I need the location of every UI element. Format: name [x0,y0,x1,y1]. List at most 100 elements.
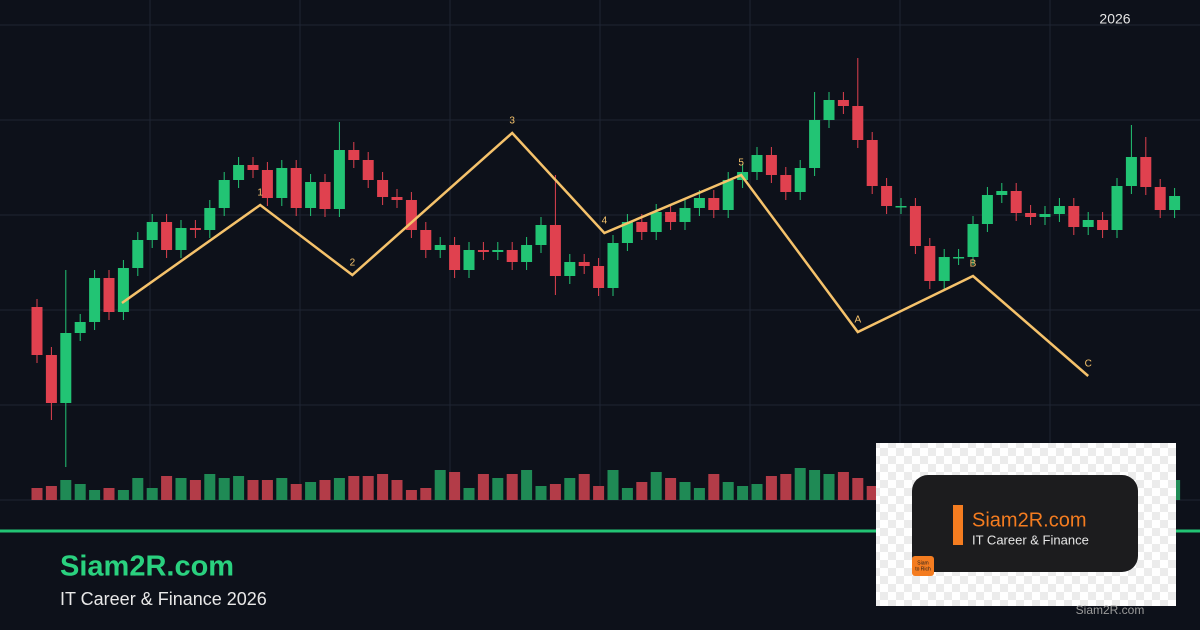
candle-body [693,198,705,208]
volume-bar [578,474,590,500]
candle-body [665,212,677,222]
candle-body [521,245,533,262]
candle-body [938,257,950,281]
candle-body [247,165,259,170]
candle-body [1053,206,1065,214]
volume-bar [751,484,763,500]
candle-body [1039,214,1051,217]
volume-bar [607,470,619,500]
candle-body [146,222,158,240]
candle-body [593,266,605,288]
candle-body [1111,186,1123,230]
volume-bar [146,488,158,500]
year-label: 2026 [1099,11,1130,27]
volume-bar [218,478,230,500]
candle-body [362,160,374,180]
candle-body [405,200,417,230]
candle-body [780,175,792,192]
volume-bar [74,484,86,500]
candle-body [477,250,489,252]
candle-body [1125,157,1137,186]
candle-body [175,228,187,250]
volume-bar [794,468,806,500]
candle-body [852,106,864,140]
badge-text: Siam [917,560,928,566]
volume-bar [305,482,317,500]
volume-bar [31,488,43,500]
logo-box [912,475,1138,572]
volume-bar [866,486,878,500]
volume-bar [233,476,245,500]
candle-body [161,222,173,250]
candle-body [1082,220,1094,227]
volume-bar [823,474,835,500]
volume-bar [564,478,576,500]
volume-bar [837,472,849,500]
candle-body [506,250,518,262]
volume-bar [809,470,821,500]
logo-card: Siam2R.com IT Career & Finance Siam to R… [876,443,1176,617]
volume-bar [290,484,302,500]
volume-bar [261,480,273,500]
candle-body [967,224,979,257]
candle-body [866,140,878,186]
wave-label: C [1085,359,1092,370]
candle-body [319,182,331,209]
candle-body [1097,220,1109,230]
volume-bar [103,488,115,500]
volume-bar [636,482,648,500]
volume-bar [276,478,288,500]
candle-body [924,246,936,281]
volume-bar [89,490,101,500]
volume-bar [506,474,518,500]
candle-body [449,245,461,270]
candle-body [463,250,475,270]
volume-bar [333,478,345,500]
candle-body [31,307,43,355]
candle-body [132,240,144,268]
volume-bar [693,488,705,500]
volume-bar [420,488,432,500]
volume-bar [189,480,201,500]
candle-body [535,225,547,245]
candle-body [578,262,590,266]
candle-body [621,222,633,243]
candle-body [305,182,317,208]
candle-body [881,186,893,206]
volume-bar [362,476,374,500]
candle-body [391,197,403,200]
volume-bar [492,478,504,500]
volume-bar [535,486,547,500]
candle-body [261,170,273,198]
candle-body [679,208,691,222]
volume-bar [737,486,749,500]
volume-bar [708,474,720,500]
candle-body [218,180,230,208]
volume-bar [175,478,187,500]
volume-bar [852,478,864,500]
badge-text: to Rich [915,566,931,572]
candle-body [60,333,72,403]
candle-body [45,355,57,403]
candle-body [1140,157,1152,187]
candle-body [117,268,129,312]
candle-body [751,155,763,172]
candle-body [89,278,101,322]
volume-bar [405,490,417,500]
logo-accent [953,505,963,545]
candle-body [377,180,389,197]
volume-bar [665,478,677,500]
wave-label: A [854,315,861,326]
volume-bar [348,476,360,500]
candle-body [233,165,245,180]
wave-label: 5 [738,158,744,169]
volume-bar [377,474,389,500]
candle-body [636,222,648,232]
footer-subtitle: IT Career & Finance 2026 [60,589,267,609]
wave-label: 3 [509,116,515,127]
logo-badge [912,556,934,576]
candle-body [276,168,288,198]
wave-label: 2 [350,258,356,269]
volume-bar [449,472,461,500]
